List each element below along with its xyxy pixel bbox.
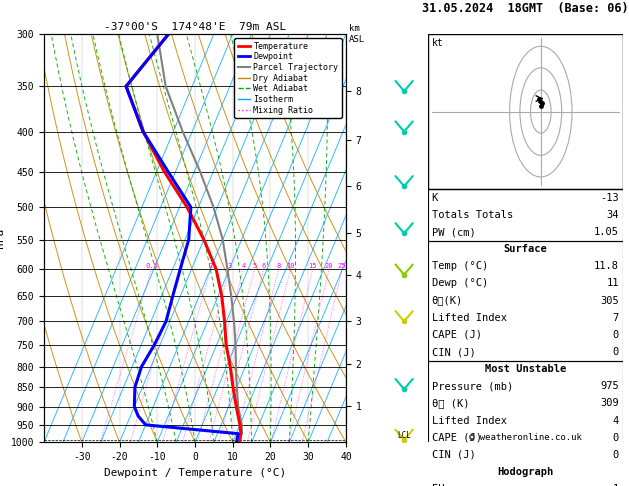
Text: Temp (°C): Temp (°C) xyxy=(431,261,488,271)
Bar xyxy=(428,464,623,486)
Text: 309: 309 xyxy=(600,399,619,408)
Text: 0: 0 xyxy=(613,450,619,460)
Bar xyxy=(428,361,623,464)
Text: K: K xyxy=(431,193,438,203)
Text: 10: 10 xyxy=(286,263,295,269)
Text: 0.5: 0.5 xyxy=(145,263,158,269)
Text: 20: 20 xyxy=(325,263,333,269)
Text: km
ASL: km ASL xyxy=(349,24,365,44)
Text: 1.05: 1.05 xyxy=(594,227,619,237)
Text: 11.8: 11.8 xyxy=(594,261,619,271)
Text: CAPE (J): CAPE (J) xyxy=(431,433,482,443)
Legend: Temperature, Dewpoint, Parcel Trajectory, Dry Adiabat, Wet Adiabat, Isotherm, Mi: Temperature, Dewpoint, Parcel Trajectory… xyxy=(234,38,342,118)
Text: 0: 0 xyxy=(613,433,619,443)
Text: 6: 6 xyxy=(262,263,266,269)
Text: 7: 7 xyxy=(613,313,619,323)
Text: 15: 15 xyxy=(309,263,317,269)
Text: © weatheronline.co.uk: © weatheronline.co.uk xyxy=(469,433,582,442)
Text: 25: 25 xyxy=(338,263,347,269)
Text: -13: -13 xyxy=(600,193,619,203)
Text: Hodograph: Hodograph xyxy=(497,467,554,477)
Text: 305: 305 xyxy=(600,295,619,306)
Bar xyxy=(428,34,623,189)
Text: LCL: LCL xyxy=(397,431,411,440)
Text: Most Unstable: Most Unstable xyxy=(484,364,566,374)
Text: CAPE (J): CAPE (J) xyxy=(431,330,482,340)
Text: 11: 11 xyxy=(606,278,619,289)
Text: Lifted Index: Lifted Index xyxy=(431,313,506,323)
Text: Dewp (°C): Dewp (°C) xyxy=(431,278,488,289)
Text: 2: 2 xyxy=(208,263,213,269)
Text: CIN (J): CIN (J) xyxy=(431,450,476,460)
Text: θᴄ (K): θᴄ (K) xyxy=(431,399,469,408)
Y-axis label: hPa: hPa xyxy=(0,228,5,248)
Text: Totals Totals: Totals Totals xyxy=(431,210,513,220)
Text: 3: 3 xyxy=(228,263,231,269)
Text: Lifted Index: Lifted Index xyxy=(431,416,506,426)
Text: kt: kt xyxy=(431,38,443,48)
Text: 1: 1 xyxy=(178,263,182,269)
Text: 5: 5 xyxy=(252,263,257,269)
Text: 34: 34 xyxy=(606,210,619,220)
Bar xyxy=(428,189,623,241)
X-axis label: Dewpoint / Temperature (°C): Dewpoint / Temperature (°C) xyxy=(104,468,286,478)
Text: Surface: Surface xyxy=(503,244,547,254)
Text: 0: 0 xyxy=(613,330,619,340)
Text: 1: 1 xyxy=(613,484,619,486)
Text: 8: 8 xyxy=(277,263,281,269)
Text: 975: 975 xyxy=(600,382,619,391)
Text: 0: 0 xyxy=(613,347,619,357)
Text: θᴄ(K): θᴄ(K) xyxy=(431,295,463,306)
Text: PW (cm): PW (cm) xyxy=(431,227,476,237)
Text: 4: 4 xyxy=(613,416,619,426)
Text: Pressure (mb): Pressure (mb) xyxy=(431,382,513,391)
Title: -37°00'S  174°48'E  79m ASL: -37°00'S 174°48'E 79m ASL xyxy=(104,22,286,32)
Bar xyxy=(428,241,623,361)
Text: EH: EH xyxy=(431,484,444,486)
Text: 4: 4 xyxy=(242,263,245,269)
Text: CIN (J): CIN (J) xyxy=(431,347,476,357)
Text: 31.05.2024  18GMT  (Base: 06): 31.05.2024 18GMT (Base: 06) xyxy=(422,1,628,15)
